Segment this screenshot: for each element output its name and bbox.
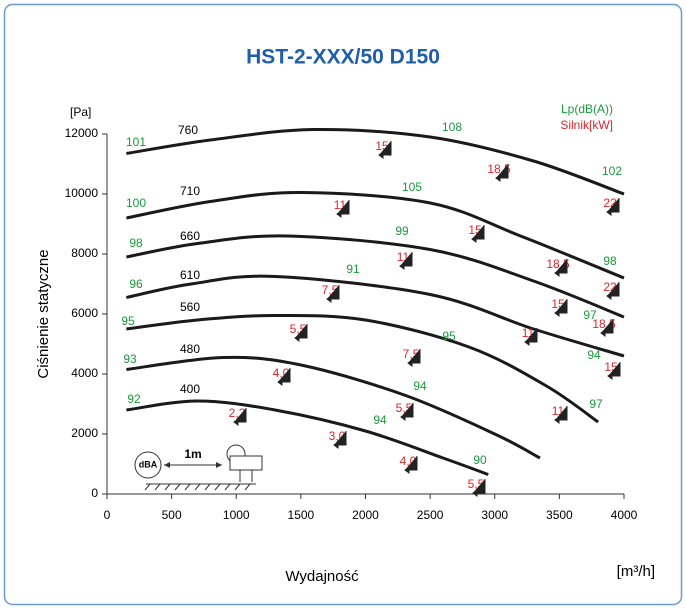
- speed-curve: [126, 399, 489, 476]
- noise-label: 92: [127, 392, 141, 406]
- x-tick-label: 1000: [223, 508, 250, 522]
- noise-label: 97: [583, 308, 597, 322]
- noise-label: 90: [473, 453, 487, 467]
- noise-label: 91: [346, 262, 360, 276]
- motor-marker: [333, 431, 347, 449]
- speed-label: 760: [178, 123, 198, 137]
- icon-distance: 1m: [184, 447, 201, 461]
- motor-marker: [554, 406, 568, 424]
- noise-label: 97: [589, 397, 603, 411]
- speed-label: 480: [180, 342, 200, 356]
- x-axis-title: Wydajność: [285, 568, 359, 585]
- icon-motor: [229, 455, 263, 471]
- noise-label: 94: [587, 348, 601, 362]
- y-tick-label: 4000: [71, 366, 98, 380]
- noise-label: 98: [603, 254, 617, 268]
- motor-marker: [277, 368, 291, 386]
- speed-label: 660: [180, 229, 200, 243]
- motor-marker: [404, 456, 418, 474]
- noise-label: 94: [373, 413, 387, 427]
- y-unit: [Pa]: [70, 105, 91, 119]
- icon-circle: [134, 451, 162, 479]
- motor-marker: [607, 362, 621, 380]
- motor-marker: [554, 259, 568, 277]
- motor-marker: [378, 141, 392, 159]
- speed-curve: [126, 190, 625, 280]
- motor-marker: [554, 299, 568, 317]
- legend-kw: Silnik[kW]: [560, 118, 613, 132]
- speed-label: 610: [180, 268, 200, 282]
- motor-marker: [407, 349, 421, 367]
- motor-marker: [606, 282, 620, 300]
- y-tick-label: 10000: [65, 186, 99, 200]
- motor-marker: [336, 200, 350, 218]
- x-tick-label: 3500: [546, 508, 573, 522]
- x-tick-label: 1500: [288, 508, 315, 522]
- measurement-icon: dBA 1m: [124, 440, 274, 491]
- motor-marker: [326, 285, 340, 303]
- x-tick-label: 4000: [611, 508, 638, 522]
- noise-label: 101: [126, 135, 146, 149]
- icon-dba: dBA: [139, 459, 158, 469]
- motor-marker: [233, 408, 247, 426]
- motor-marker: [524, 328, 538, 346]
- y-axis-title: Ciśnienie statyczne: [35, 249, 52, 378]
- noise-label: 102: [602, 164, 622, 178]
- speed-curve: [126, 274, 625, 358]
- x-tick-label: 2500: [417, 508, 444, 522]
- motor-marker: [495, 164, 509, 182]
- speed-curve: [126, 234, 625, 319]
- motor-marker: [471, 225, 485, 243]
- motor-marker: [472, 479, 486, 497]
- y-tick-label: 6000: [71, 306, 98, 320]
- chart-title: HST-2-XXX/50 D150: [246, 46, 440, 69]
- y-tick-label: 2000: [71, 426, 98, 440]
- x-tick-label: 500: [162, 508, 182, 522]
- x-tick-label: 2000: [352, 508, 379, 522]
- x-unit: [m³/h]: [617, 563, 655, 580]
- motor-marker: [400, 403, 414, 421]
- motor-marker: [600, 319, 614, 337]
- noise-label: 95: [442, 329, 456, 343]
- noise-label: 94: [413, 379, 427, 393]
- speed-curve: [126, 355, 541, 460]
- noise-label: 96: [129, 277, 143, 291]
- x-tick-label: 0: [104, 508, 111, 522]
- noise-label: 95: [121, 314, 135, 328]
- motor-marker: [294, 324, 308, 342]
- speed-label: 400: [180, 382, 200, 396]
- noise-label: 98: [129, 236, 143, 250]
- legend-db: Lp(dB(A)): [561, 102, 613, 116]
- y-tick-label: 0: [91, 486, 98, 500]
- noise-label: 93: [123, 352, 137, 366]
- speed-curve: [126, 313, 600, 424]
- x-tick-label: 3000: [481, 508, 508, 522]
- y-tick-label: 12000: [65, 126, 99, 140]
- noise-label: 100: [126, 196, 146, 210]
- y-tick-label: 8000: [71, 246, 98, 260]
- icon-base: [144, 470, 256, 491]
- noise-label: 108: [442, 120, 462, 134]
- icon-arrowheads: [164, 462, 222, 468]
- noise-label: 99: [395, 224, 409, 238]
- speed-label: 710: [180, 184, 200, 198]
- noise-label: 105: [402, 180, 422, 194]
- motor-marker: [606, 198, 620, 216]
- speed-label: 560: [180, 300, 200, 314]
- motor-marker: [399, 252, 413, 270]
- speed-curve: [126, 127, 625, 196]
